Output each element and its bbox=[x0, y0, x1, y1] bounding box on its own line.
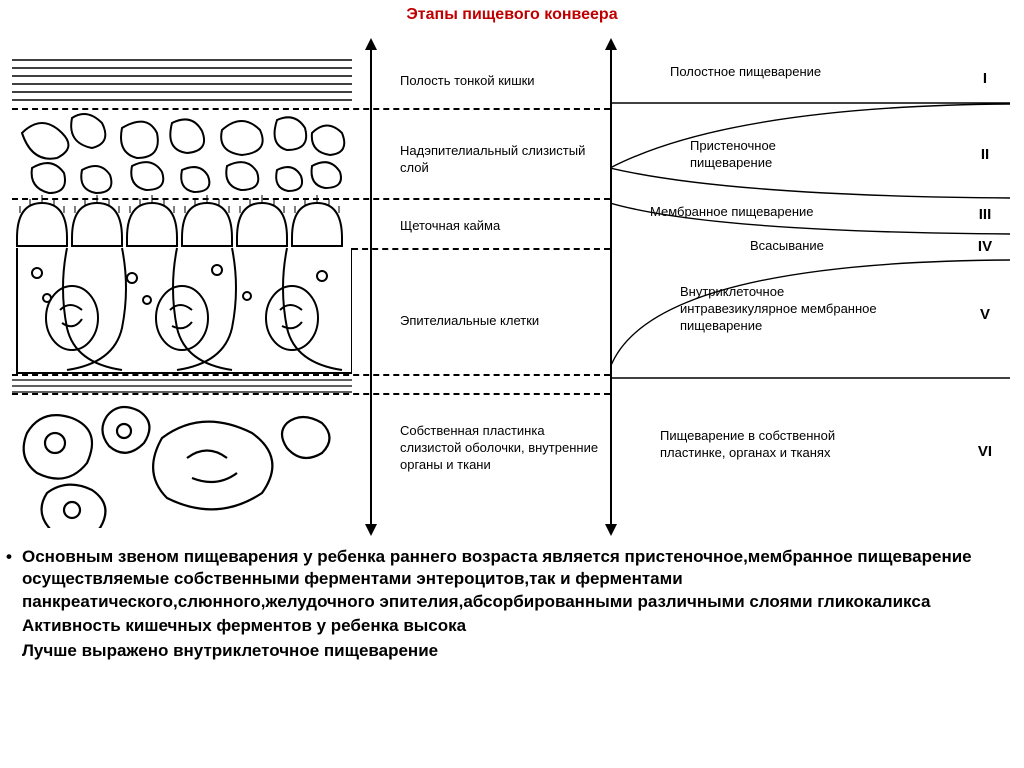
roman-1: I bbox=[960, 70, 1010, 87]
roman-5: V bbox=[960, 306, 1010, 323]
layer-label-5: Собственная пластинка слизистой оболочки… bbox=[400, 423, 600, 474]
note-2: Активность кишечных ферментов у ребенка … bbox=[22, 615, 1002, 637]
process-label-3: Мембранное пищеварение bbox=[650, 204, 860, 221]
process-label-4: Всасывание bbox=[750, 238, 870, 255]
note-1: Основным звеном пищеварения у ребенка ра… bbox=[22, 546, 1002, 613]
histology-sketch bbox=[12, 38, 352, 528]
diagram-area: Полость тонкой кишки Надэпителиальный сл… bbox=[0, 28, 1024, 538]
axis-left bbox=[370, 46, 372, 524]
process-label-2: Пристеночное пищеварение bbox=[690, 138, 840, 172]
axis-left-arrow-down bbox=[365, 524, 377, 536]
roman-6: VI bbox=[960, 443, 1010, 460]
roman-4: IV bbox=[960, 238, 1010, 255]
roman-2: II bbox=[960, 146, 1010, 163]
process-label-5: Внутриклеточное интравезикулярное мембра… bbox=[680, 284, 880, 335]
process-label-1: Полостное пищеварение bbox=[670, 64, 830, 81]
illustration-column bbox=[12, 38, 352, 528]
roman-3: III bbox=[960, 206, 1010, 223]
layer-label-2: Надэпителиальный слизистый слой bbox=[400, 143, 590, 177]
note-3: Лучше выражено внутриклеточное пищеварен… bbox=[22, 640, 1002, 662]
layer-label-1: Полость тонкой кишки bbox=[400, 73, 535, 90]
process-labels-column: Полостное пищеварение Пристеночное пищев… bbox=[620, 38, 870, 528]
process-label-6: Пищеварение в собственной пластинке, орг… bbox=[660, 428, 880, 462]
roman-column: I II III IV V VI bbox=[960, 38, 1010, 528]
layer-labels-column: Полость тонкой кишки Надэпителиальный сл… bbox=[400, 38, 610, 528]
page-title: Этапы пищевого конвеера bbox=[0, 0, 1024, 24]
notes-block: Основным звеном пищеварения у ребенка ра… bbox=[22, 546, 1002, 664]
axis-left-arrow-up bbox=[365, 38, 377, 50]
layer-label-3: Щеточная кайма bbox=[400, 218, 500, 235]
layer-label-4: Эпителиальные клетки bbox=[400, 313, 580, 330]
